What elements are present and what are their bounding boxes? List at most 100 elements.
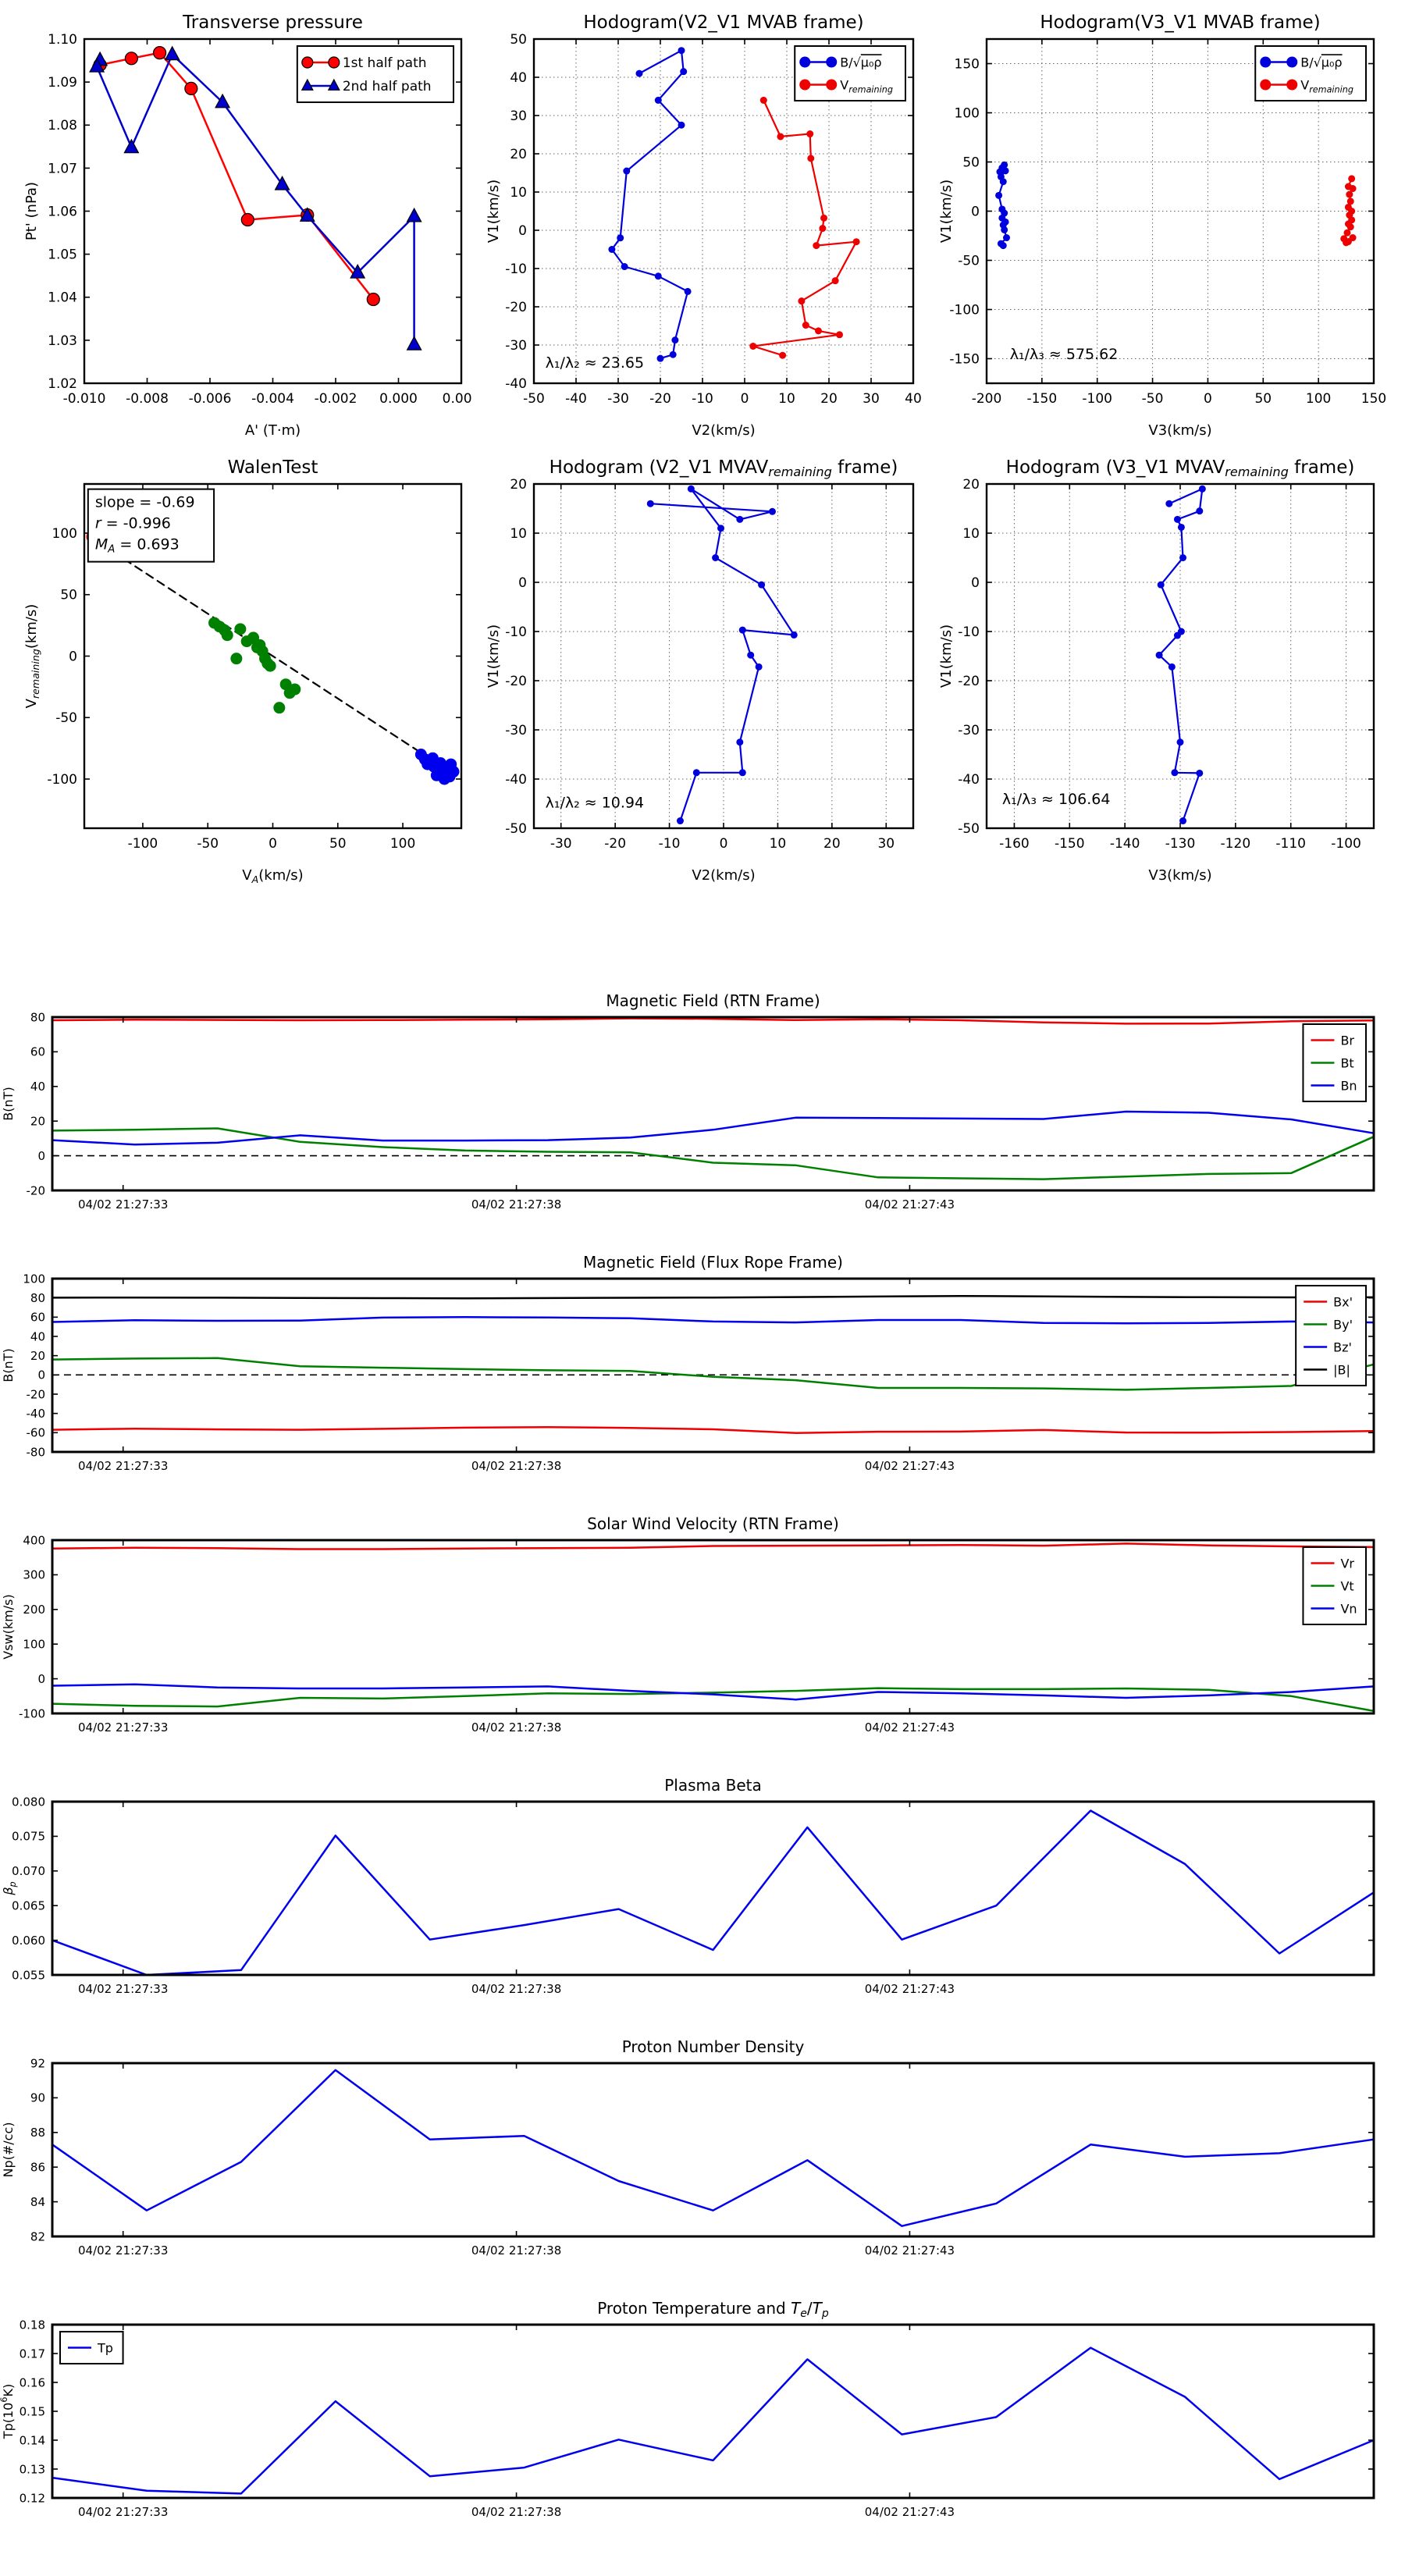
- svg-text:20: 20: [823, 836, 841, 852]
- hodo-v2v1-mvab-legend: B/√μ₀ρ Vremaining: [794, 45, 906, 101]
- svg-text:20: 20: [510, 477, 527, 493]
- hodo-v3v1-mvab-annotation: λ₁/λ₃ ≈ 575.62: [1010, 346, 1119, 363]
- svg-text:100: 100: [390, 836, 415, 852]
- svg-text:100: 100: [955, 105, 980, 121]
- series-|B|: [51, 1294, 1375, 1300]
- mag-fr-title: Magnetic Field (Flux Rope Frame): [583, 1253, 843, 1272]
- walen-stats-box: slope = -0.69 r = -0.996 MA = 0.693: [87, 488, 215, 563]
- hodo-v2v1-mvab-annotation: λ₁/λ₂ ≈ 23.65: [546, 354, 645, 372]
- svg-text:04/02 21:27:43: 04/02 21:27:43: [865, 1982, 955, 1996]
- svg-text:slope = -0.69: slope = -0.69: [95, 494, 195, 511]
- svg-text:-40: -40: [958, 772, 980, 788]
- svg-text:82: 82: [30, 2229, 45, 2243]
- svg-text:-30: -30: [505, 338, 527, 354]
- walen-title: WalenTest: [228, 457, 318, 478]
- hodo-v3v1-mvab-ylabel: V1(km/s): [938, 180, 955, 243]
- svg-text:30: 30: [863, 391, 880, 407]
- svg-text:-40: -40: [565, 391, 587, 407]
- walen-plot: -100 -50 0 50 100 -100 -50 0 50 100 WalenTest VA(km…: [23, 457, 463, 885]
- svg-text:-40: -40: [505, 772, 527, 788]
- svg-text:1.10: 1.10: [48, 32, 77, 48]
- svg-text:Vremaining: Vremaining: [840, 77, 893, 94]
- series-Bn: [51, 1110, 1375, 1146]
- svg-text:50: 50: [510, 32, 527, 48]
- svg-text:Vn: Vn: [1340, 1601, 1357, 1616]
- svg-text:0: 0: [741, 391, 749, 407]
- svg-text:1.06: 1.06: [48, 204, 77, 219]
- svg-text:0: 0: [269, 836, 277, 852]
- hodo-v2v1-mvav-ylabel: V1(km/s): [486, 624, 502, 688]
- transverse-pressure-legend: 1st half path 2nd half path: [296, 45, 454, 103]
- svg-text:|B|: |B|: [1333, 1362, 1350, 1377]
- transverse-pressure-plot: -0.010 -0.008 -0.006 -0.004 -0.002 0.000 0.002…: [23, 12, 480, 439]
- hodo-v3v1-mvab-title: Hodogram(V3_V1 MVAB frame): [1040, 12, 1320, 33]
- svg-text:0: 0: [971, 204, 980, 219]
- svg-text:-50: -50: [958, 253, 980, 269]
- svg-text:04/02 21:27:43: 04/02 21:27:43: [865, 1720, 955, 1735]
- svg-text:40: 40: [510, 70, 527, 86]
- svg-text:80: 80: [30, 1010, 45, 1024]
- svg-text:0.000: 0.000: [379, 391, 418, 407]
- markers-B-alfven: [995, 161, 1011, 250]
- svg-text:-20: -20: [505, 300, 527, 315]
- svg-text:0.17: 0.17: [20, 2347, 45, 2361]
- svg-text:04/02 21:27:33: 04/02 21:27:33: [78, 1197, 168, 1212]
- svg-text:-80: -80: [27, 1445, 46, 1459]
- svg-text:1.05: 1.05: [48, 247, 77, 263]
- hodo-v2v1-mvav-annotation: λ₁/λ₂ ≈ 10.94: [546, 795, 645, 812]
- hodo-v2v1-mvab-plot: -50 -40 -30 -20 -10 0 10 20 30 40-40-30-20-100102…: [486, 12, 922, 439]
- svg-text:-100: -100: [128, 836, 158, 852]
- series-2nd half path: [95, 53, 415, 346]
- svg-text:90: 90: [30, 2091, 45, 2105]
- svg-text:40: 40: [30, 1329, 45, 1343]
- mag-rtn-title: Magnetic Field (RTN Frame): [606, 991, 820, 1010]
- svg-text:-50: -50: [197, 836, 219, 852]
- svg-text:10: 10: [770, 836, 787, 852]
- hodo-v3v1-mvav-annotation: λ₁/λ₃ ≈ 106.64: [1002, 791, 1111, 808]
- tp-plot: 04/02 21:27:33 04/02 21:27:38 04/02 21:27:…: [0, 2299, 1375, 2519]
- svg-text:04/02 21:27:43: 04/02 21:27:43: [865, 1197, 955, 1212]
- svg-text:Vr: Vr: [1340, 1556, 1354, 1571]
- mag-rtn-legend: Br Bt Bn: [1302, 1023, 1367, 1102]
- svg-text:r = -0.996: r = -0.996: [95, 515, 171, 532]
- mag-fr-ylabel: B(nT): [1, 1348, 16, 1382]
- beta-plot: 04/02 21:27:33 04/02 21:27:38 04/02 21:27:…: [1, 1776, 1375, 1996]
- markers-2nd half path: [89, 45, 422, 350]
- svg-text:1.07: 1.07: [48, 161, 77, 176]
- svg-text:-60: -60: [27, 1426, 46, 1440]
- svg-text:88: 88: [30, 2126, 45, 2140]
- series-Br: [51, 1017, 1375, 1025]
- tp-ylabel: Tp(106K): [0, 2384, 16, 2439]
- transverse-pressure-title: Transverse pressure: [182, 12, 363, 33]
- svg-text:100: 100: [52, 526, 77, 542]
- svg-text:30: 30: [510, 109, 527, 124]
- np-ylabel: Np(#/cc): [1, 2122, 16, 2178]
- svg-text:60: 60: [30, 1045, 45, 1059]
- markers-V-remaining: [749, 96, 860, 359]
- svg-text:-50: -50: [55, 710, 77, 726]
- svg-text:MA = 0.693: MA = 0.693: [95, 536, 180, 556]
- hodo-v3v1-mvav-ylabel: V1(km/s): [938, 624, 955, 688]
- svg-text:04/02 21:27:33: 04/02 21:27:33: [78, 1982, 168, 1996]
- svg-text:04/02 21:27:38: 04/02 21:27:38: [471, 1982, 561, 1996]
- chart-plasma-beta: 04/02 21:27:33 04/02 21:27:38 04/02 21:27:…: [0, 1763, 1405, 2024]
- vsw-legend: Vr Vt Vn: [1302, 1546, 1367, 1625]
- svg-text:-20: -20: [505, 674, 527, 689]
- markers-B-alfven: [646, 485, 798, 825]
- svg-text:50: 50: [60, 588, 77, 603]
- svg-text:-0.006: -0.006: [189, 391, 232, 407]
- svg-text:-100: -100: [949, 302, 980, 318]
- hodo-v3v1-mvav-title: Hodogram (V3_V1 MVAVremaining frame): [1006, 457, 1355, 479]
- svg-text:0.065: 0.065: [12, 1898, 45, 1912]
- chart-proton-number-density: 04/02 21:27:33 04/02 21:27:38 04/02 21:27:…: [0, 2024, 1405, 2286]
- chart-solar-wind-velocity: 04/02 21:27:33 04/02 21:27:38 04/02 21:27:…: [0, 1501, 1405, 1763]
- walen-xlabel: VA(km/s): [242, 867, 303, 885]
- svg-text:1.09: 1.09: [48, 75, 77, 91]
- svg-text:-0.010: -0.010: [63, 391, 106, 407]
- svg-text:0.002: 0.002: [443, 391, 472, 407]
- svg-text:Bn: Bn: [1340, 1078, 1357, 1093]
- svg-text:-20: -20: [649, 391, 671, 407]
- svg-text:0.055: 0.055: [12, 1968, 45, 1982]
- hodo-v2v1-mvab-title: Hodogram(V2_V1 MVAB frame): [583, 12, 863, 33]
- svg-text:-50: -50: [523, 391, 545, 407]
